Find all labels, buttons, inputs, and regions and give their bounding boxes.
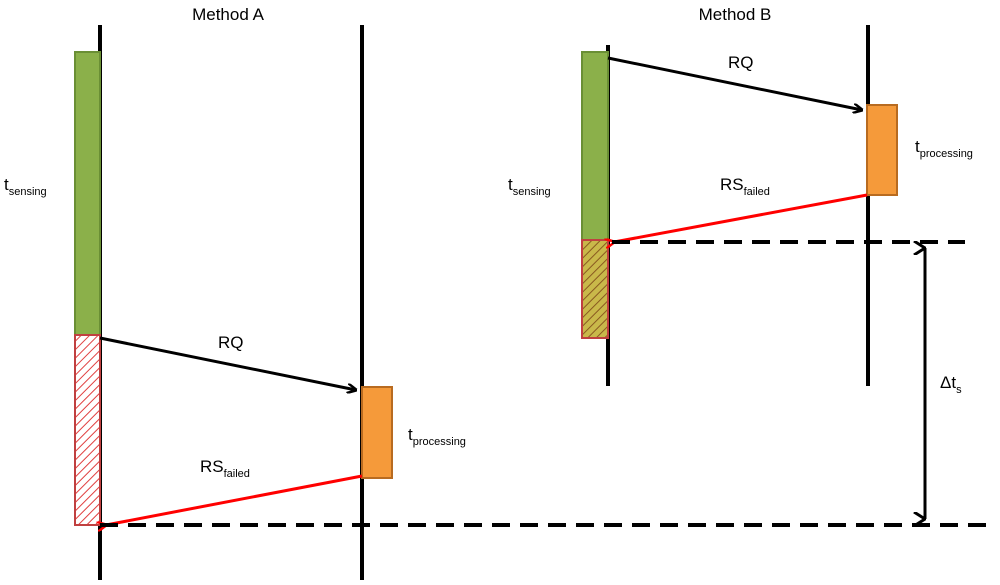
request-arrow [607,56,862,110]
response-label: RSfailed [200,457,250,480]
request-label: RQ [728,53,754,72]
response-arrow [614,193,868,242]
sensing-bar [581,51,609,241]
response-label: RSfailed [720,175,770,198]
wasted-bar [581,239,609,339]
processing-label: tprocessing [915,137,973,160]
processing-box [361,386,393,479]
sensing-label: tsensing [508,175,551,198]
processing-label: tprocessing [408,425,466,448]
request-arrow [99,336,356,390]
delta-label: Δts [940,373,962,396]
wasted-bar [74,334,101,526]
response-arrow [106,474,363,525]
processing-box [866,104,898,196]
request-label: RQ [218,333,244,352]
method-a-title: Method A [192,5,264,24]
method-b-title: Method B [699,5,772,24]
sensing-bar [74,51,101,336]
sensing-label: tsensing [4,175,47,198]
